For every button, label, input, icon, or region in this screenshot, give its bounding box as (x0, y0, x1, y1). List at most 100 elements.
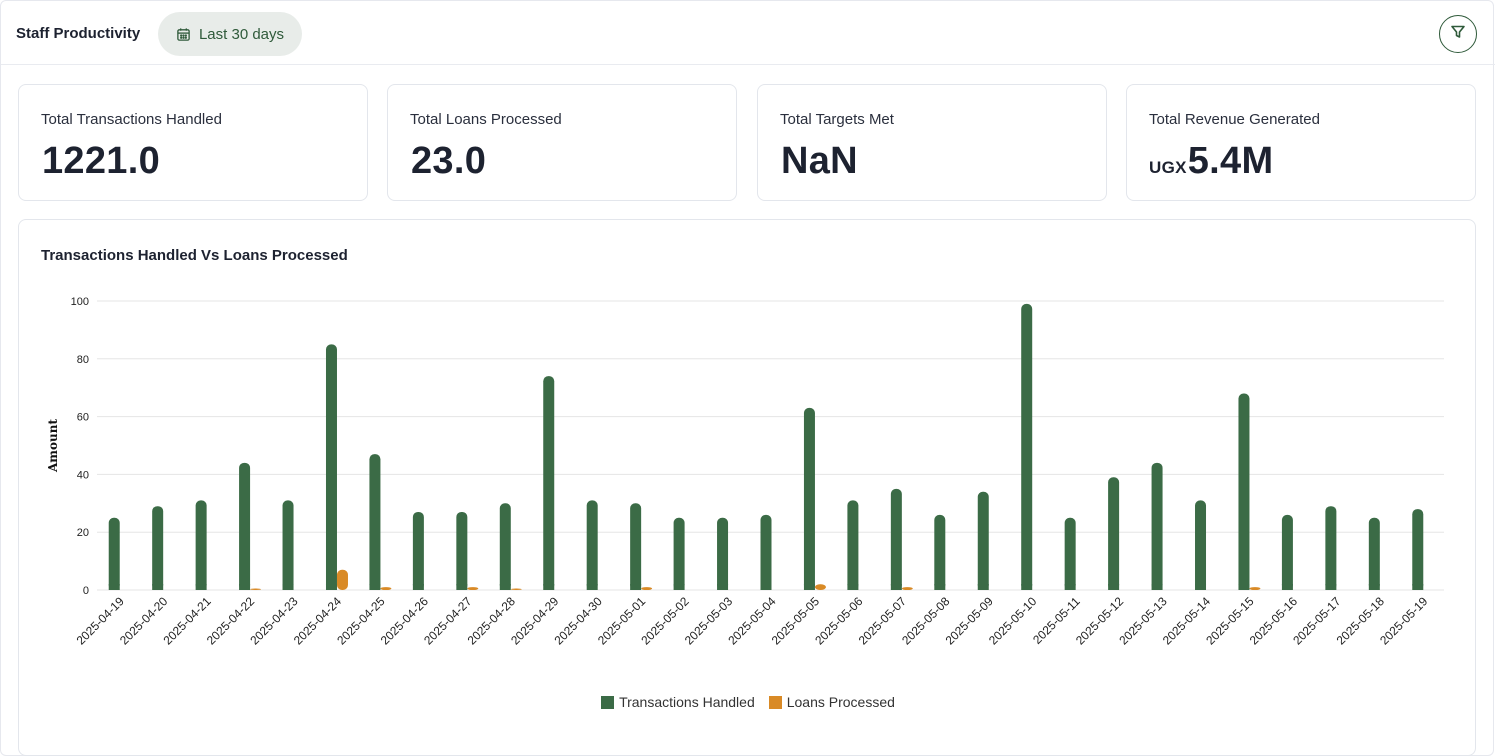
x-tick-label: 2025-05-19 (1377, 594, 1431, 648)
bar-transactions-base (717, 584, 729, 590)
bar-transactions (760, 514, 772, 590)
bar-transactions (1151, 462, 1163, 590)
bar-transactions-base (847, 584, 859, 590)
bar-loans (901, 587, 913, 590)
calendar-icon (176, 27, 191, 42)
page-title: Staff Productivity (16, 25, 141, 42)
bar-transactions-base (369, 584, 381, 590)
bar-transactions-base (1195, 584, 1207, 590)
bar-transactions (717, 517, 729, 590)
bar-loans (641, 587, 653, 590)
y-tick-label: 60 (77, 412, 89, 424)
bar-transactions (1281, 514, 1293, 590)
bar-transactions-base (195, 584, 207, 590)
bar-transactions-base (934, 584, 946, 590)
legend-item-transactions[interactable]: Transactions Handled (601, 694, 755, 710)
stat-card-loans: Total Loans Processed 23.0 (387, 84, 737, 201)
bar-transactions (543, 376, 555, 590)
bar-transactions-base (977, 584, 989, 590)
legend-label: Transactions Handled (619, 694, 755, 710)
bar-transactions (890, 488, 902, 590)
chart-title: Transactions Handled Vs Loans Processed (41, 247, 348, 264)
stat-label: Total Loans Processed (410, 111, 562, 128)
bar-chart: 020406080100Amount2025-04-192025-04-2020… (46, 296, 1444, 648)
legend-label: Loans Processed (786, 694, 895, 710)
stat-label: Total Targets Met (780, 111, 894, 128)
bar-transactions (499, 503, 511, 590)
bar-transactions (977, 491, 989, 590)
bar-transactions-base (586, 584, 598, 590)
bar-transactions (630, 503, 642, 590)
panel-header: Staff Productivity Last 30 days (1, 1, 1495, 65)
filter-button[interactable] (1439, 15, 1477, 53)
bar-transactions-base (1108, 584, 1120, 590)
date-range-button[interactable]: Last 30 days (158, 12, 302, 56)
bar-transactions-base (412, 584, 424, 590)
bar-transactions (803, 407, 815, 590)
bar-transactions-base (325, 584, 337, 590)
date-range-label: Last 30 days (198, 25, 285, 43)
y-tick-label: 100 (71, 296, 89, 308)
bar-transactions-base (1412, 584, 1424, 590)
bar-transactions-base (1064, 584, 1076, 590)
bar-transactions-base (890, 584, 902, 590)
stat-label: Total Transactions Handled (41, 111, 222, 128)
bar-transactions-base (282, 584, 294, 590)
bar-transactions (1412, 509, 1424, 590)
bar-transactions (195, 500, 207, 590)
stat-value: NaN (781, 140, 858, 182)
bar-transactions (1238, 393, 1250, 590)
bar-transactions (1368, 517, 1380, 590)
bar-transactions-base (1151, 584, 1163, 590)
y-tick-label: 40 (77, 469, 89, 481)
bar-transactions-base (630, 584, 642, 590)
bar-transactions-base (803, 584, 815, 590)
stat-card-transactions: Total Transactions Handled 1221.0 (18, 84, 368, 201)
bar-transactions-base (760, 584, 772, 590)
bar-transactions (586, 500, 598, 590)
bar-transactions (412, 511, 424, 590)
bar-transactions (456, 511, 468, 590)
bar-transactions (325, 344, 337, 590)
bar-loans (814, 584, 826, 590)
bar-transactions-base (1325, 584, 1337, 590)
chart-legend: Transactions Handled Loans Processed (19, 694, 1477, 710)
bar-transactions-base (152, 584, 164, 590)
bar-transactions-base (1238, 584, 1250, 590)
stat-value: 23.0 (411, 140, 487, 182)
bar-transactions (152, 506, 164, 590)
legend-item-loans[interactable]: Loans Processed (768, 694, 895, 710)
stat-card-revenue: Total Revenue Generated UGX5.4M (1126, 84, 1476, 201)
bar-transactions-base (1281, 584, 1293, 590)
stat-value: 1221.0 (42, 140, 161, 182)
stat-card-targets: Total Targets Met NaN (757, 84, 1107, 201)
bar-transactions (239, 462, 251, 590)
bar-transactions-base (499, 584, 511, 590)
filter-icon (1450, 24, 1466, 45)
bar-transactions-base (1021, 584, 1033, 590)
bar-transactions (1195, 500, 1207, 590)
y-tick-label: 20 (77, 527, 89, 539)
y-tick-label: 0 (83, 585, 89, 597)
bar-loans (250, 588, 262, 590)
stat-label: Total Revenue Generated (1149, 111, 1320, 128)
bar-transactions (369, 454, 381, 590)
y-axis-label: Amount (46, 419, 60, 473)
bar-loans (467, 587, 479, 590)
bar-transactions-base (673, 584, 685, 590)
bar-transactions-base (456, 584, 468, 590)
bar-loans (510, 588, 522, 590)
bar-transactions (1064, 517, 1076, 590)
bar-transactions (1108, 477, 1120, 590)
y-tick-label: 80 (77, 354, 89, 366)
chart-card: Transactions Handled Vs Loans Processed … (18, 219, 1476, 756)
currency-prefix: UGX (1149, 158, 1187, 177)
bar-loans (380, 587, 392, 590)
legend-swatch (768, 695, 782, 709)
bar-transactions (673, 517, 685, 590)
bar-transactions (1021, 303, 1033, 590)
legend-swatch (601, 695, 615, 709)
bar-transactions-base (543, 584, 555, 590)
bar-transactions (847, 500, 859, 590)
